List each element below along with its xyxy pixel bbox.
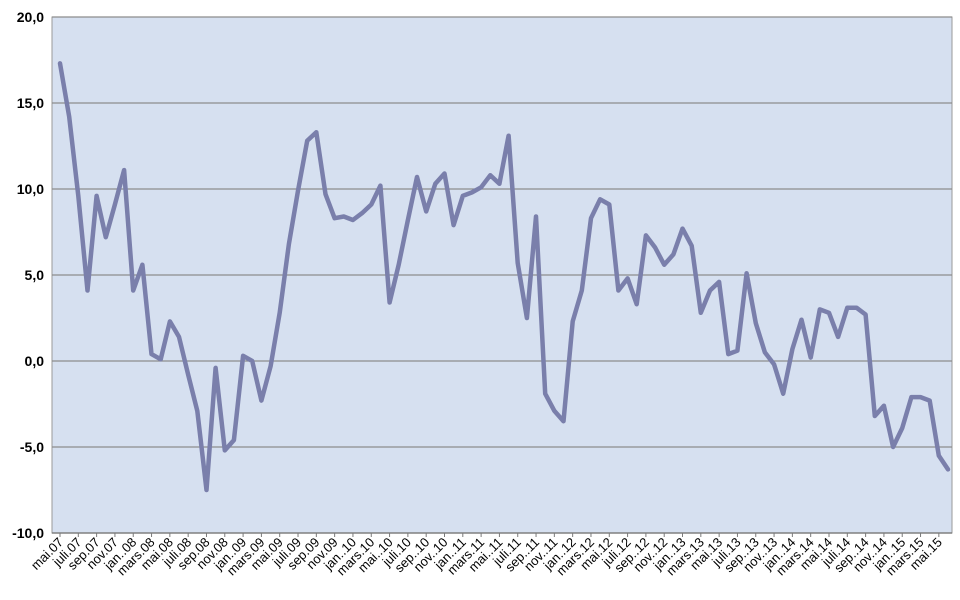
y-tick-label: 5,0 <box>25 267 45 283</box>
y-tick-label: -10,0 <box>12 525 44 541</box>
series-line <box>57 61 951 493</box>
y-tick-label: 10,0 <box>17 181 44 197</box>
y-axis-ticks: 20,0 15,0 10,0 5,0 0,0 -5,0 -10,0 <box>12 9 44 541</box>
y-tick-label: -5,0 <box>20 439 44 455</box>
y-tick-label: 15,0 <box>17 95 44 111</box>
y-tick-label: 20,0 <box>17 9 44 25</box>
x-axis-ticks: mai.07juli.07sep.07nov.07jan..08mars.08m… <box>28 533 945 578</box>
gridlines <box>52 16 952 534</box>
y-tick-label: 0,0 <box>25 353 45 369</box>
